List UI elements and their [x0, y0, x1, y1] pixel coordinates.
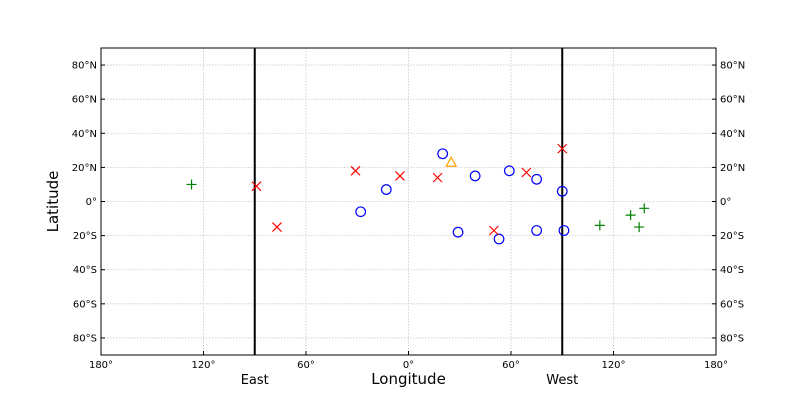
circle-marker	[380, 184, 392, 195]
plus-marker	[639, 203, 650, 214]
data-points	[186, 143, 650, 245]
circle-marker	[556, 185, 568, 197]
grid	[101, 48, 716, 355]
y-tick-label-left: 60°S	[73, 299, 97, 310]
y-tick-label-left: 20°S	[73, 231, 97, 242]
y-tick-label-left: 40°S	[73, 265, 97, 276]
plus-marker	[594, 220, 605, 231]
y-tick-label-left: 80°N	[72, 61, 97, 72]
x-tick-label: 120°	[601, 360, 625, 371]
x-marker	[432, 172, 443, 183]
x-ticks: 180° 120° 60° 0° 60° 120° 180°	[89, 351, 728, 371]
y-axis-title: Latitude	[44, 171, 62, 233]
x-marker	[521, 167, 532, 178]
vertical-line-labels: East West	[241, 373, 579, 388]
triangle-marker	[445, 156, 458, 167]
x-marker	[488, 225, 499, 236]
x-tick-label: 0°	[403, 360, 414, 371]
x-tick-label: 180°	[704, 360, 728, 371]
circle-marker	[503, 165, 515, 177]
x-marker	[272, 222, 282, 233]
vertical-line-label: East	[241, 373, 269, 388]
circle-marker	[437, 148, 449, 160]
x-marker	[395, 170, 405, 181]
circle-marker	[469, 170, 481, 182]
circle-marker	[531, 225, 543, 236]
y-ticks: 80°N 80°N 60°N 60°N 40°N 40°N 20°N 20°N 0° 0° 20°S…	[72, 61, 745, 345]
x-tick-label: 180°	[89, 360, 113, 371]
x-tick-label: 60°	[297, 360, 315, 371]
x-tick-label: 60°	[502, 360, 520, 371]
circle-marker	[531, 173, 543, 185]
circle-marker	[493, 233, 505, 245]
plus-marker	[634, 222, 645, 233]
circle-marker	[452, 226, 464, 238]
y-tick-label-right: 80°S	[720, 333, 744, 344]
y-tick-label-right: 0°	[720, 197, 731, 208]
y-tick-label-left: 0°	[86, 197, 97, 208]
y-tick-label-left: 60°N	[72, 95, 97, 106]
x-marker	[557, 143, 568, 154]
x-tick-label: 120°	[191, 360, 215, 371]
y-tick-label-left: 40°N	[72, 129, 97, 140]
y-tick-label-right: 80°N	[720, 61, 745, 72]
x-axis-title: Longitude	[371, 370, 446, 388]
vertical-lines	[253, 48, 564, 355]
y-tick-label-right: 20°S	[720, 231, 744, 242]
y-tick-label-right: 40°S	[720, 265, 744, 276]
vertical-line-label: West	[546, 373, 578, 388]
circle-marker	[558, 225, 570, 236]
y-tick-label-right: 60°S	[720, 299, 744, 310]
y-tick-label-right: 40°N	[720, 129, 745, 140]
plus-marker	[186, 179, 197, 190]
y-tick-label-left: 80°S	[73, 333, 97, 344]
y-tick-label-right: 60°N	[720, 95, 745, 106]
y-tick-label-left: 20°N	[72, 163, 97, 174]
x-marker	[350, 165, 361, 176]
y-tick-label-right: 20°N	[720, 163, 745, 174]
circle-marker	[355, 206, 367, 218]
x-marker	[251, 181, 262, 192]
plus-marker	[625, 210, 636, 221]
